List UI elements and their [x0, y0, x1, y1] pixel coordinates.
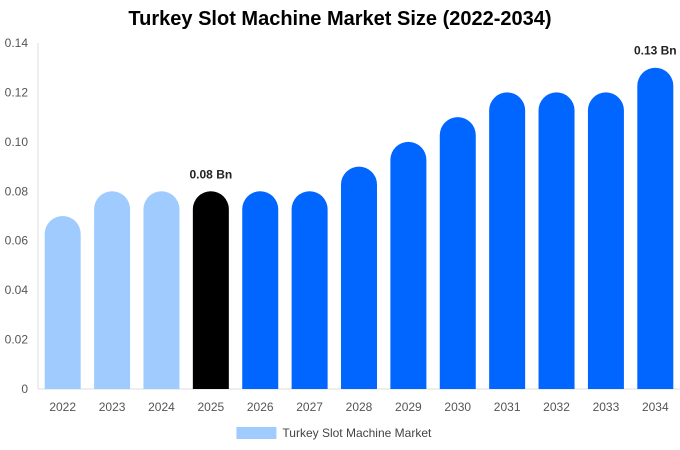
x-tick-label: 2024: [148, 400, 175, 414]
x-tick-label: 2026: [247, 400, 274, 414]
legend-label: Turkey Slot Machine Market: [282, 426, 432, 440]
y-tick-label: 0.04: [5, 283, 29, 297]
x-tick-label: 2032: [543, 400, 570, 414]
bar-2024: [143, 191, 180, 389]
bar-2032: [538, 92, 575, 389]
x-tick-label: 2023: [99, 400, 126, 414]
bar-2022: [44, 216, 81, 389]
x-tick-label: 2033: [593, 400, 620, 414]
x-tick-label: 2031: [494, 400, 521, 414]
y-tick-label: 0.10: [5, 135, 29, 149]
bar-2026: [242, 191, 279, 389]
bar-2028: [341, 166, 377, 389]
y-tick-label: 0.12: [5, 85, 29, 99]
x-tick-label: 2034: [642, 400, 669, 414]
bar-2030: [439, 117, 476, 389]
bar-2033: [587, 92, 624, 389]
x-tick-label: 2025: [197, 400, 224, 414]
y-tick-label: 0.14: [5, 36, 29, 50]
y-tick-label: 0: [21, 382, 28, 396]
legend-swatch: [236, 427, 277, 439]
x-tick-label: 2027: [296, 400, 323, 414]
x-tick-label: 2028: [346, 400, 373, 414]
bar-2029: [390, 141, 427, 389]
data-label-2025: 0.08 Bn: [190, 167, 233, 181]
y-tick-label: 0.06: [5, 234, 29, 248]
y-tick-label: 0.02: [5, 333, 29, 347]
bar-2031: [489, 92, 526, 389]
chart-title: Turkey Slot Machine Market Size (2022-20…: [128, 8, 552, 30]
bar-2027: [291, 191, 328, 389]
x-tick-label: 2022: [49, 400, 76, 414]
x-tick-label: 2029: [395, 400, 422, 414]
bar-2023: [94, 191, 131, 389]
x-tick-label: 2030: [444, 400, 471, 414]
bar-2034: [637, 67, 674, 389]
data-label-2034: 0.13 Bn: [634, 44, 677, 58]
y-tick-label: 0.08: [5, 184, 29, 198]
bar-2025: [192, 191, 229, 389]
